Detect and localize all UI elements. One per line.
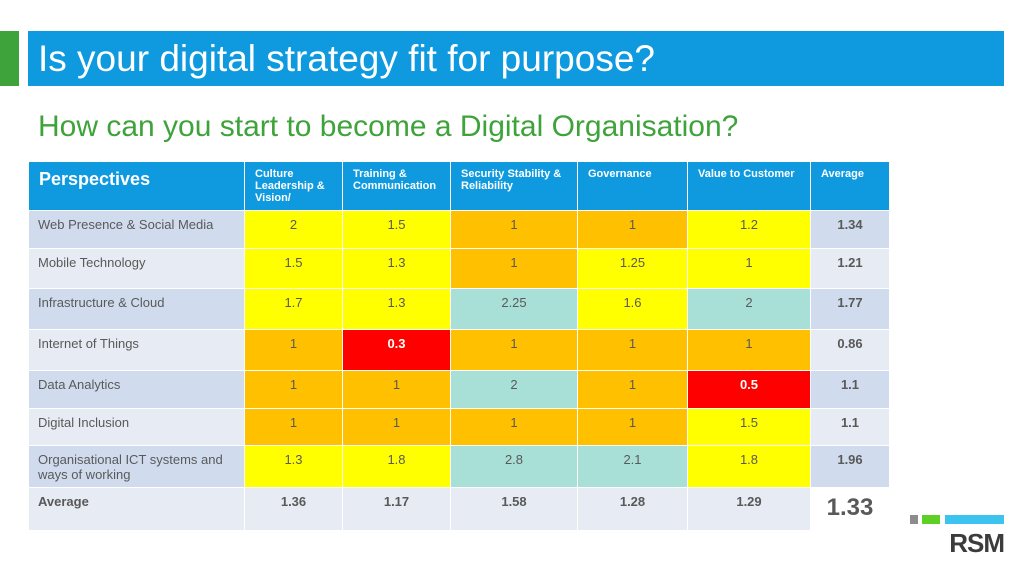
table-cell: 0.5 — [687, 370, 811, 409]
table-row: Data Analytics 1 1 2 1 0.5 1.1 — [28, 370, 890, 409]
table-cell: 1 — [244, 329, 343, 371]
row-average-cell: 1.96 — [810, 445, 890, 488]
table-header-row: Perspectives Culture Leadership & Vision… — [28, 161, 890, 211]
row-label: Data Analytics — [28, 370, 245, 409]
table-cell: 1.5 — [244, 248, 343, 289]
row-label: Internet of Things — [28, 329, 245, 371]
column-header: Average — [810, 161, 890, 211]
row-label: Organisational ICT systems and ways of w… — [28, 445, 245, 488]
table-cell: 2.25 — [450, 288, 578, 330]
rsm-logo: RSM — [908, 515, 1005, 558]
table-cell: 2 — [450, 370, 578, 409]
column-header: Governance — [577, 161, 688, 211]
table-cell: 1.3 — [342, 288, 451, 330]
table-cell: 1 — [577, 329, 688, 371]
table-row: Infrastructure & Cloud 1.7 1.3 2.25 1.6 2 1.77 — [28, 288, 890, 330]
column-header: Perspectives — [28, 161, 245, 211]
row-label: Mobile Technology — [28, 248, 245, 289]
table-row: Internet of Things 1 0.3 1 1 1 0.86 — [28, 329, 890, 371]
column-header: Culture Leadership & Vision/ — [244, 161, 343, 211]
row-label: Digital Inclusion — [28, 408, 245, 446]
accent-tab — [0, 31, 19, 86]
table-cell: 1 — [244, 370, 343, 409]
table-cell: 1.6 — [577, 288, 688, 330]
row-average-cell: 1.21 — [810, 248, 890, 289]
table-cell: 0.3 — [342, 329, 451, 371]
row-average-cell: 0.86 — [810, 329, 890, 371]
table-cell: 1.5 — [342, 210, 451, 249]
table-cell: 1 — [577, 408, 688, 446]
table-cell: 1.58 — [450, 487, 578, 531]
table-cell: 1 — [244, 408, 343, 446]
table-cell: 1.25 — [577, 248, 688, 289]
table-cell: 1.8 — [687, 445, 811, 488]
table-row: Digital Inclusion 1 1 1 1 1.5 1.1 — [28, 408, 890, 446]
perspectives-table: Perspectives Culture Leadership & Vision… — [28, 161, 890, 531]
table-cell: 2 — [687, 288, 811, 330]
table-cell: 1 — [450, 329, 578, 371]
logo-green-block — [922, 515, 940, 524]
average-row: Average 1.36 1.17 1.58 1.28 1.29 1.33 — [28, 487, 890, 531]
table-row: Organisational ICT systems and ways of w… — [28, 445, 890, 488]
table-cell: 1.29 — [687, 487, 811, 531]
logo-blue-block — [945, 515, 1004, 524]
page-title: Is your digital strategy fit for purpose… — [38, 38, 655, 79]
title-bar: Is your digital strategy fit for purpose… — [28, 31, 1004, 86]
row-average-cell: 1.77 — [810, 288, 890, 330]
column-header: Value to Customer — [687, 161, 811, 211]
table-cell: 1 — [577, 210, 688, 249]
logo-grey-block — [910, 515, 918, 524]
table-cell: 1 — [450, 210, 578, 249]
table-row: Mobile Technology 1.5 1.3 1 1.25 1 1.21 — [28, 248, 890, 289]
table-cell: 1 — [450, 248, 578, 289]
table-cell: 1.8 — [342, 445, 451, 488]
column-header: Training & Communication — [342, 161, 451, 211]
table-cell: 1.28 — [577, 487, 688, 531]
row-average-cell: 1.34 — [810, 210, 890, 249]
row-label: Web Presence & Social Media — [28, 210, 245, 249]
table-cell: 1 — [687, 248, 811, 289]
row-average-cell: 1.1 — [810, 370, 890, 409]
table-cell: 1 — [342, 370, 451, 409]
row-average-cell: 1.1 — [810, 408, 890, 446]
table-cell: 1.2 — [687, 210, 811, 249]
table-cell: 1 — [342, 408, 451, 446]
table-cell: 1.7 — [244, 288, 343, 330]
table-cell: 2.1 — [577, 445, 688, 488]
grand-average-cell: 1.33 — [810, 487, 890, 531]
table-cell: 2.8 — [450, 445, 578, 488]
row-label: Infrastructure & Cloud — [28, 288, 245, 330]
logo-wordmark: RSM — [949, 528, 1005, 558]
column-header: Security Stability & Reliability — [450, 161, 578, 211]
table-cell: 2 — [244, 210, 343, 249]
table-cell: 1.17 — [342, 487, 451, 531]
row-label: Average — [28, 487, 245, 531]
table-cell: 1.3 — [342, 248, 451, 289]
table-cell: 1 — [687, 329, 811, 371]
table-cell: 1.5 — [687, 408, 811, 446]
table-cell: 1.3 — [244, 445, 343, 488]
table-cell: 1 — [450, 408, 578, 446]
table-cell: 1 — [577, 370, 688, 409]
page-subtitle: How can you start to become a Digital Or… — [38, 110, 739, 143]
table-row: Web Presence & Social Media 2 1.5 1 1 1.2 1.34 — [28, 210, 890, 249]
table-cell: 1.36 — [244, 487, 343, 531]
